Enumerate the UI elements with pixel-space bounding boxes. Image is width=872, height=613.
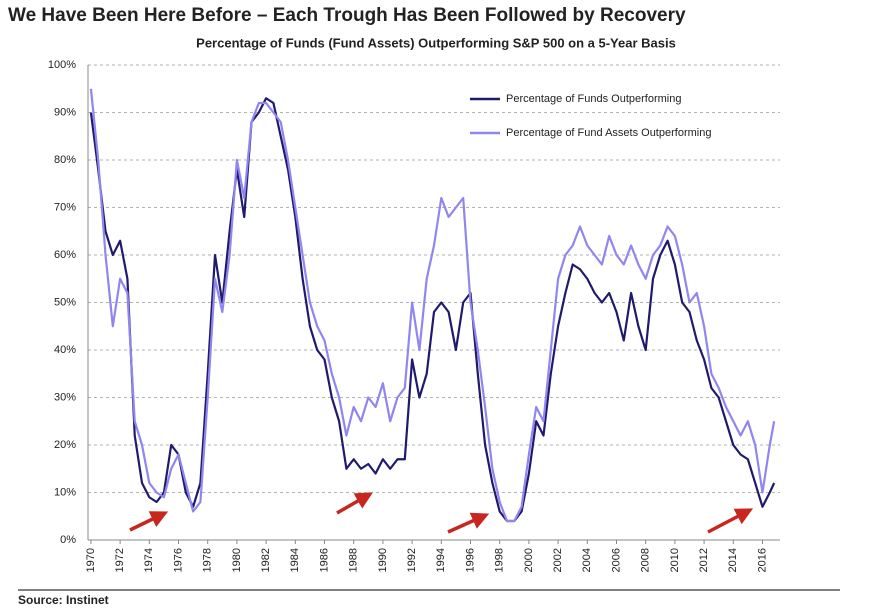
x-tick-label: 1996 <box>464 548 476 572</box>
x-tick-label: 1978 <box>202 548 214 572</box>
x-tick-label: 2010 <box>669 548 681 572</box>
series-line <box>89 88 776 523</box>
source: Source: Instinet <box>18 593 109 607</box>
legend-label: Percentage of Funds Outperforming <box>506 93 681 105</box>
chart-title: We Have Been Here Before – Each Trough H… <box>8 5 686 26</box>
x-tick-label: 1988 <box>348 548 360 572</box>
series-line <box>89 97 776 523</box>
x-tick-label: 2012 <box>698 548 710 572</box>
x-tick-label: 1970 <box>85 548 97 572</box>
y-tick-label: 90% <box>54 106 76 118</box>
y-tick-label: 10% <box>54 486 76 498</box>
x-tick-label: 1990 <box>377 548 389 572</box>
x-tick-label: 2004 <box>581 548 593 572</box>
y-tick-label: 40% <box>54 344 76 356</box>
legend-label: Percentage of Fund Assets Outperforming <box>506 127 711 139</box>
x-tick-label: 1974 <box>143 548 155 572</box>
x-tick-label: 2000 <box>523 548 535 572</box>
y-tick-label: 50% <box>54 296 76 308</box>
x-tick-label: 1980 <box>231 548 243 572</box>
x-tick-label: 1984 <box>289 548 301 572</box>
x-tick-label: 1998 <box>494 548 506 572</box>
x-tick-label: 2006 <box>610 548 622 572</box>
chart-subtitle: Percentage of Funds (Fund Assets) Outper… <box>196 35 676 50</box>
y-tick-label: 80% <box>54 154 76 166</box>
y-tick-label: 0% <box>60 534 76 546</box>
y-tick-label: 70% <box>54 201 76 213</box>
x-tick-label: 1976 <box>172 548 184 572</box>
x-tick-label: 1986 <box>318 548 330 572</box>
x-tick-label: 1994 <box>435 548 447 572</box>
x-tick-label: 1982 <box>260 548 272 572</box>
y-tick-label: 60% <box>54 249 76 261</box>
arrows <box>129 492 754 534</box>
y-tick-label: 100% <box>48 59 76 71</box>
y-tick-label: 20% <box>54 439 76 451</box>
y-tick-label: 30% <box>54 391 76 403</box>
x-tick-label: 1972 <box>114 548 126 572</box>
x-tick-label: 2008 <box>640 548 652 572</box>
x-tick-label: 2014 <box>727 548 739 572</box>
x-tick-label: 1992 <box>406 548 418 572</box>
x-tick-label: 2016 <box>756 548 768 572</box>
x-tick-label: 2002 <box>552 548 564 572</box>
